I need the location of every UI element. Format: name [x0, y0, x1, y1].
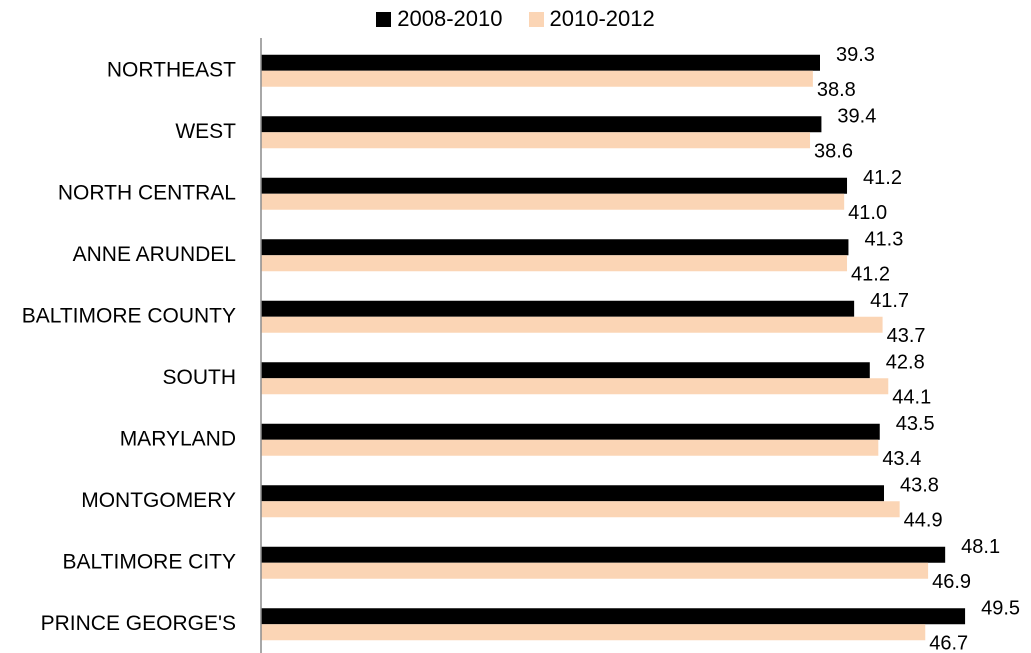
legend-label-2010-2012: 2010-2012 [549, 6, 655, 31]
bar-south-2008-2010 [261, 362, 870, 379]
bar-montgomery-2010-2012 [261, 501, 900, 518]
category-label-prince-george-s: PRINCE GEORGE'S [41, 612, 236, 635]
value-label-south-2008-2010: 42.8 [886, 352, 925, 374]
bar-north-central-2010-2012 [261, 193, 845, 210]
value-label-anne-arundel-2008-2010: 41.3 [864, 229, 903, 251]
value-label-north-central-2008-2010: 41.2 [863, 167, 902, 189]
category-label-baltimore-city: BALTIMORE CITY [63, 550, 236, 573]
bar-northeast-2010-2012 [261, 70, 813, 87]
bar-montgomery-2008-2010 [261, 485, 885, 502]
value-label-northeast-2010-2012: 38.8 [817, 79, 856, 101]
bar-prince-george-s-2008-2010 [261, 608, 966, 625]
value-label-baltimore-county-2008-2010: 41.7 [870, 290, 909, 312]
bar-baltimore-city-2008-2010 [261, 546, 946, 563]
bar-anne-arundel-2010-2012 [261, 255, 848, 272]
value-label-montgomery-2010-2012: 44.9 [904, 510, 943, 532]
category-label-west: WEST [175, 120, 236, 143]
legend-label-2008-2010: 2008-2010 [397, 6, 503, 31]
category-label-maryland: MARYLAND [120, 427, 236, 450]
bar-maryland-2008-2010 [261, 423, 880, 440]
bar-anne-arundel-2008-2010 [261, 239, 849, 256]
category-label-montgomery: MONTGOMERY [81, 489, 236, 512]
value-label-west-2010-2012: 38.6 [814, 141, 853, 163]
category-label-south: SOUTH [163, 366, 237, 389]
category-label-anne-arundel: ANNE ARUNDEL [73, 243, 236, 266]
chart-legend: 2008-2010 2010-2012 [0, 6, 1031, 32]
value-label-northeast-2008-2010: 39.3 [836, 44, 875, 66]
value-label-north-central-2010-2012: 41.0 [848, 202, 887, 224]
value-label-anne-arundel-2010-2012: 41.2 [851, 264, 890, 286]
value-label-maryland-2008-2010: 43.5 [896, 413, 935, 435]
bar-prince-george-s-2010-2012 [261, 624, 926, 641]
value-label-maryland-2010-2012: 43.4 [882, 448, 921, 470]
value-label-south-2010-2012: 44.1 [892, 387, 931, 409]
value-label-prince-george-s-2010-2012: 46.7 [929, 633, 968, 653]
value-label-baltimore-city-2008-2010: 48.1 [961, 536, 1000, 558]
category-label-baltimore-county: BALTIMORE COUNTY [22, 304, 236, 327]
legend-entry-2010-2012: 2010-2012 [528, 6, 655, 32]
bar-baltimore-county-2010-2012 [261, 316, 883, 333]
bar-west-2010-2012 [261, 132, 811, 149]
bar-west-2008-2010 [261, 116, 822, 133]
value-label-prince-george-s-2008-2010: 49.5 [981, 598, 1020, 620]
legend-entry-2008-2010: 2008-2010 [376, 6, 503, 32]
value-label-montgomery-2008-2010: 43.8 [900, 475, 939, 497]
bar-northeast-2008-2010 [261, 54, 820, 71]
bar-maryland-2010-2012 [261, 439, 879, 456]
category-label-northeast: NORTHEAST [107, 58, 236, 81]
bar-baltimore-city-2010-2012 [261, 562, 929, 579]
category-label-north-central: NORTH CENTRAL [58, 181, 236, 204]
value-label-west-2008-2010: 39.4 [837, 106, 876, 128]
legend-swatch-2010-2012 [528, 11, 544, 27]
value-label-baltimore-county-2010-2012: 43.7 [887, 325, 926, 347]
bar-north-central-2008-2010 [261, 177, 848, 194]
bar-south-2010-2012 [261, 378, 889, 395]
bar-baltimore-county-2008-2010 [261, 300, 855, 317]
legend-swatch-2008-2010 [376, 11, 392, 27]
value-label-baltimore-city-2010-2012: 46.9 [932, 571, 971, 593]
